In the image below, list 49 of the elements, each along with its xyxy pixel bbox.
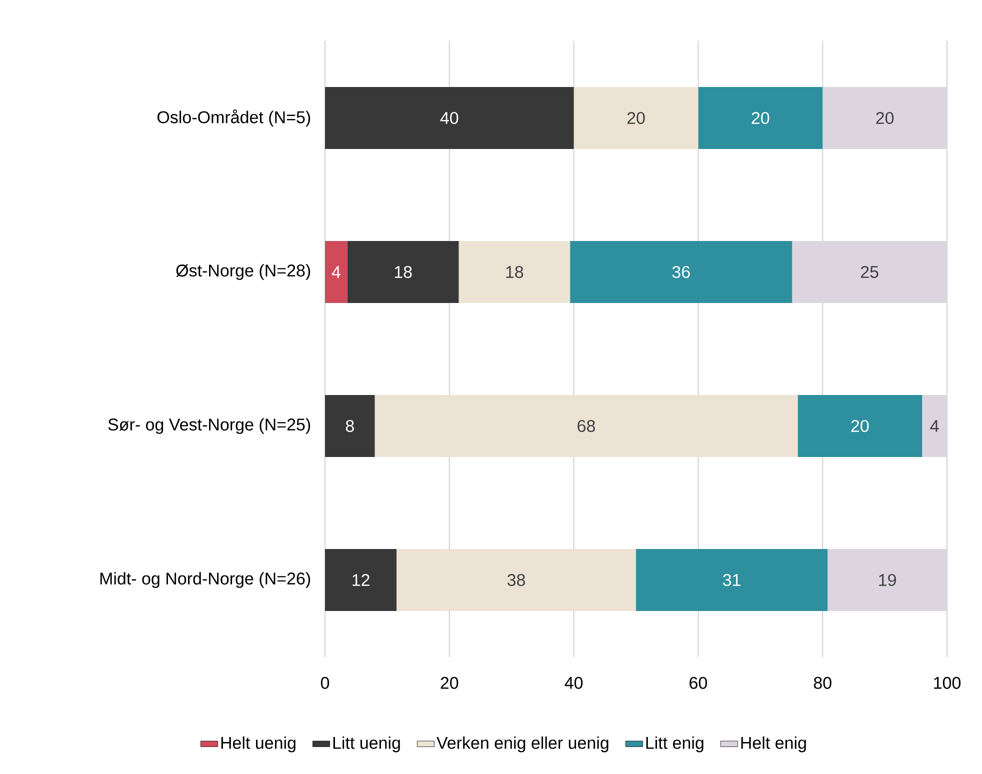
data-label: 20	[851, 420, 869, 432]
data-label: 18	[506, 266, 524, 278]
data-label: 4	[332, 266, 340, 278]
x-tick-label: 80	[814, 676, 832, 689]
bar	[792, 241, 948, 304]
data-label: 38	[507, 574, 525, 586]
bar	[325, 87, 574, 150]
bar	[922, 395, 948, 458]
bar	[325, 549, 397, 612]
data-label: 68	[578, 420, 595, 432]
x-tick-label: 40	[564, 676, 583, 689]
y-tick-label: Midt- og Nord-Norge (N=26)	[100, 572, 310, 588]
x-tick-label: 0	[320, 676, 330, 689]
bar	[636, 549, 828, 612]
data-label: 20	[752, 112, 770, 124]
data-label: 36	[672, 266, 690, 278]
data-label: 18	[394, 266, 412, 278]
bar	[458, 241, 570, 304]
x-tick-label: 60	[690, 676, 707, 689]
x-tick-label: 20	[440, 676, 458, 689]
bar	[798, 395, 922, 458]
legend-label: Helt uenig	[221, 736, 296, 752]
bar	[347, 241, 459, 304]
data-label: 19	[879, 574, 896, 586]
bar	[374, 395, 798, 458]
bar	[570, 241, 792, 304]
legend-label: Litt uenig	[333, 736, 400, 752]
legend-label: Helt enig	[741, 736, 806, 752]
legend-label: Verken enig eller uenig	[436, 736, 608, 752]
legend-label: Litt enig	[646, 736, 704, 752]
bar	[828, 549, 948, 612]
data-label: 40	[440, 112, 458, 124]
data-label: 25	[860, 266, 878, 278]
data-label: 4	[930, 420, 939, 432]
data-label: 8	[346, 420, 354, 432]
data-label: 20	[876, 112, 894, 124]
bar	[325, 395, 375, 458]
y-tick-label: Øst-Norge (N=28)	[176, 264, 310, 280]
bar	[396, 549, 636, 612]
bar	[574, 87, 698, 150]
data-label: 31	[722, 574, 740, 586]
data-label: 20	[627, 112, 645, 124]
bar	[698, 87, 823, 150]
bar	[325, 241, 348, 304]
y-tick-label: Sør- og Vest-Norge (N=25)	[108, 418, 310, 434]
y-tick-label: Oslo-Området (N=5)	[157, 109, 310, 127]
bar	[822, 87, 948, 150]
data-label: 12	[352, 574, 370, 586]
x-tick-label: 100	[934, 676, 961, 689]
